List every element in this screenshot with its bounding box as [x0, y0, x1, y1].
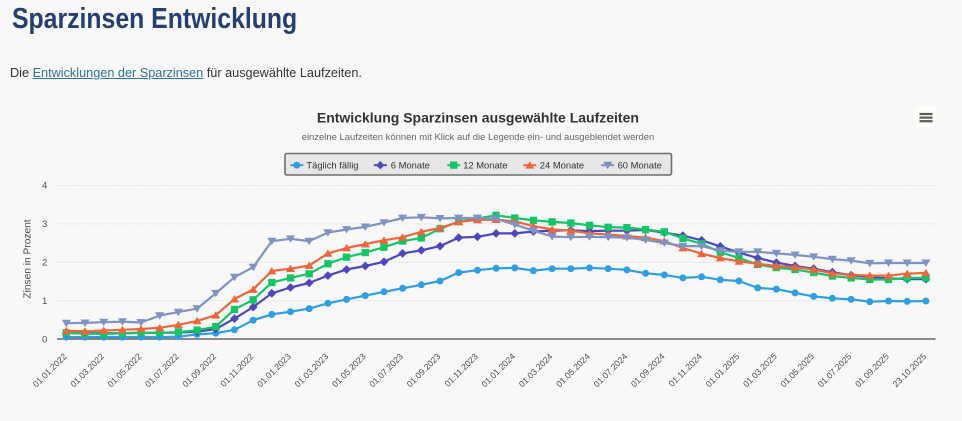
svg-text:01.11.2023: 01.11.2023 — [442, 351, 479, 388]
svg-text:4: 4 — [42, 181, 48, 192]
svg-text:01.09.2024: 01.09.2024 — [629, 351, 667, 389]
svg-text:01.09.2025: 01.09.2025 — [853, 351, 891, 389]
svg-text:01.03.2025: 01.03.2025 — [741, 351, 779, 389]
svg-text:2: 2 — [42, 258, 47, 269]
svg-text:6 Monate: 6 Monate — [391, 160, 430, 171]
svg-text:1: 1 — [42, 296, 47, 307]
svg-text:01.01.2024: 01.01.2024 — [479, 351, 517, 389]
svg-text:01.05.2025: 01.05.2025 — [778, 351, 816, 389]
svg-text:01.05.2023: 01.05.2023 — [330, 351, 368, 389]
svg-text:01.01.2025: 01.01.2025 — [704, 351, 742, 389]
svg-text:01.07.2022: 01.07.2022 — [143, 351, 181, 389]
svg-text:01.03.2022: 01.03.2022 — [68, 351, 106, 389]
svg-text:Zinsen in Prozent: Zinsen in Prozent — [23, 219, 34, 298]
svg-text:12 Monate: 12 Monate — [463, 160, 507, 171]
svg-text:01.07.2025: 01.07.2025 — [816, 351, 854, 389]
svg-text:01.01.2022: 01.01.2022 — [31, 351, 69, 389]
svg-text:01.05.2022: 01.05.2022 — [106, 351, 144, 389]
svg-text:01.11.2024: 01.11.2024 — [667, 351, 704, 388]
svg-text:3: 3 — [42, 219, 47, 230]
svg-text:einzelne Laufzeiten können mit: einzelne Laufzeiten können mit Klick auf… — [302, 132, 655, 143]
svg-text:Täglich fällig: Täglich fällig — [306, 160, 358, 171]
svg-text:01.07.2023: 01.07.2023 — [367, 351, 405, 389]
svg-text:0: 0 — [42, 334, 47, 345]
svg-text:01.03.2023: 01.03.2023 — [292, 351, 330, 389]
svg-text:01.09.2023: 01.09.2023 — [405, 351, 443, 389]
svg-text:01.07.2024: 01.07.2024 — [591, 351, 629, 389]
svg-text:01.11.2022: 01.11.2022 — [218, 351, 255, 388]
svg-text:23.10.2025: 23.10.2025 — [890, 351, 928, 389]
svg-text:01.09.2022: 01.09.2022 — [180, 351, 218, 389]
svg-text:01.05.2024: 01.05.2024 — [554, 351, 592, 389]
svg-text:01.03.2024: 01.03.2024 — [517, 351, 555, 389]
svg-text:60 Monate: 60 Monate — [618, 160, 662, 171]
svg-text:24 Monate: 24 Monate — [540, 160, 584, 171]
svg-text:01.01.2023: 01.01.2023 — [255, 351, 293, 389]
svg-text:Entwicklung Sparzinsen ausgewä: Entwicklung Sparzinsen ausgewählte Laufz… — [317, 109, 639, 125]
